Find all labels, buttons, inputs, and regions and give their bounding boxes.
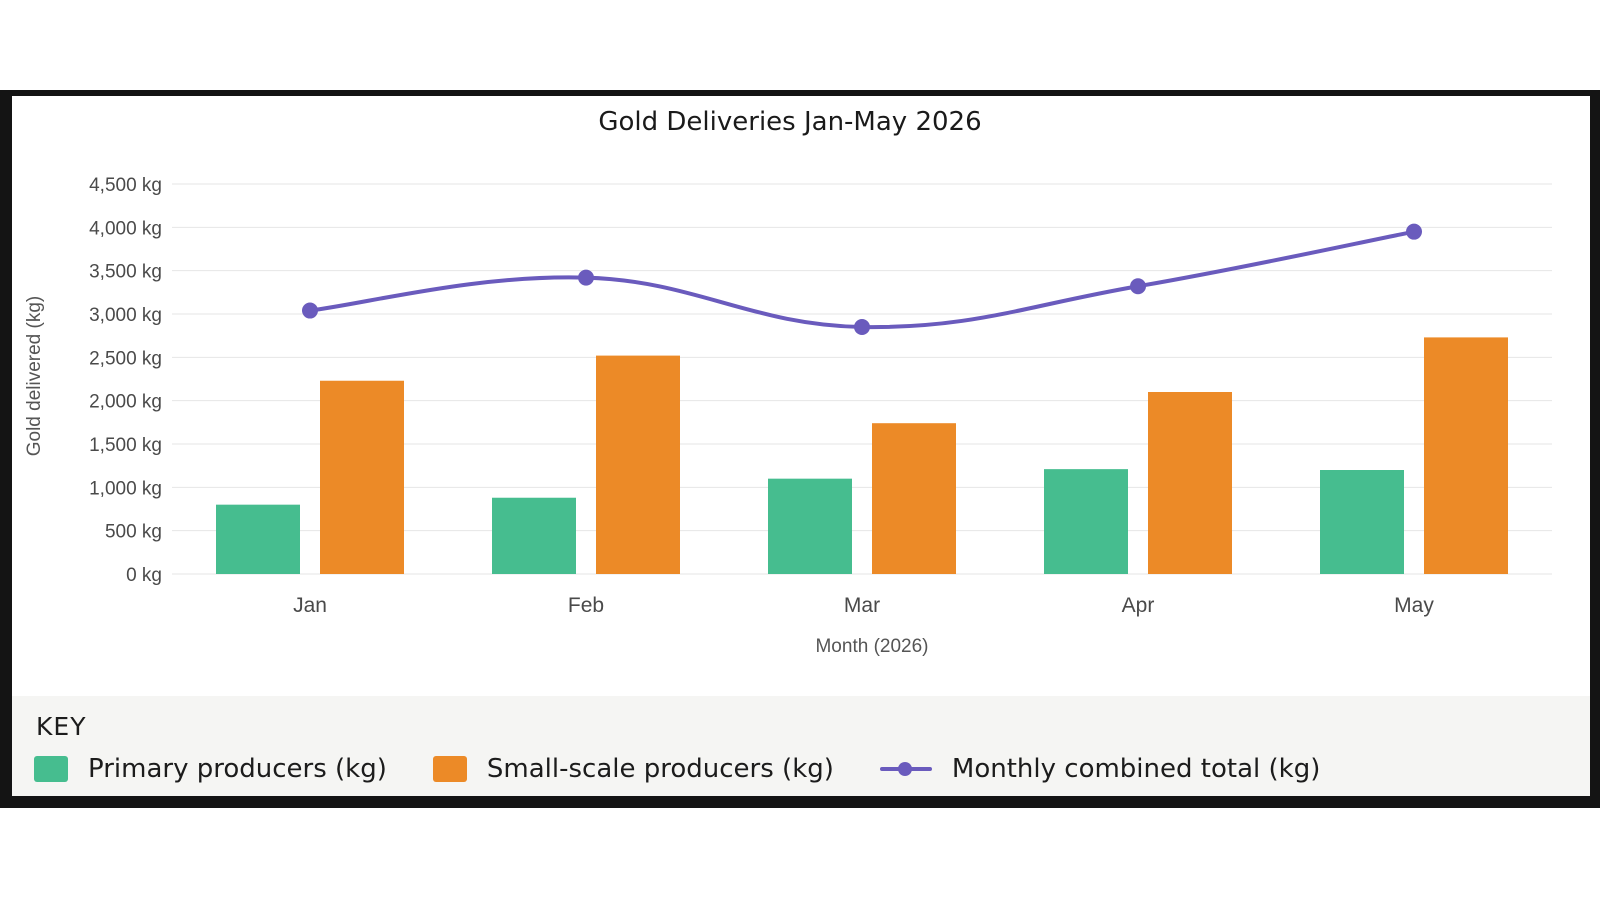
y-tick-label: 0 kg <box>126 565 162 586</box>
legend-label-small-scale: Small-scale producers (kg) <box>486 754 834 784</box>
chart-title: Gold Deliveries Jan-May 2026 <box>598 107 981 137</box>
legend-swatch-primary <box>34 756 68 782</box>
total-point-mar <box>854 319 870 335</box>
legend-label-primary: Primary producers (kg) <box>88 754 387 784</box>
y-tick-label: 1,000 kg <box>89 478 162 499</box>
legend-label-total: Monthly combined total (kg) <box>951 754 1321 784</box>
legend-title: KEY <box>36 712 87 741</box>
total-line-path <box>308 229 1416 330</box>
total-line <box>302 223 1422 335</box>
y-tick-label: 4,000 kg <box>89 218 162 239</box>
y-tick-label: 500 kg <box>105 522 162 543</box>
bar-primary-mar <box>768 478 852 574</box>
y-tick-label: 2,000 kg <box>89 392 162 413</box>
legend-swatch-total <box>879 756 932 782</box>
bar-small-scale-apr <box>1148 392 1232 574</box>
bar-primary-jan <box>216 504 300 574</box>
total-point-jan <box>302 302 318 319</box>
chart-panel: 0 kg 500 kg 1,000 kg 1,500 kg 2,000 kg 2,500 … <box>12 96 1590 796</box>
bar-small-scale-mar <box>872 423 956 574</box>
y-tick-label: 4,500 kg <box>89 175 162 196</box>
legend-swatch-small-scale <box>432 756 467 782</box>
bar-primary-apr <box>1044 469 1128 574</box>
total-point-apr <box>1130 278 1146 295</box>
bars <box>216 337 1508 574</box>
y-tick-label: 2,500 kg <box>89 348 162 369</box>
bar-small-scale-jan <box>320 380 404 574</box>
x-tick-label: May <box>1394 594 1434 617</box>
chart-frame: 0 kg 500 kg 1,000 kg 1,500 kg 2,000 kg 2,500 … <box>0 90 1600 808</box>
bar-primary-feb <box>492 497 576 574</box>
legend: KEY Primary producers (kg) Small-scale p… <box>12 696 1590 796</box>
y-axis-label: Gold delivered (kg) <box>24 296 45 457</box>
x-tick-label: Jan <box>293 594 327 617</box>
x-tick-labels: Jan Feb Mar Apr May <box>293 594 1434 617</box>
bar-small-scale-may <box>1424 337 1508 574</box>
total-point-feb <box>578 269 594 286</box>
x-axis-label: Month (2026) <box>815 636 928 657</box>
y-tick-label: 1,500 kg <box>89 435 162 456</box>
y-tick-label: 3,500 kg <box>89 262 162 283</box>
total-point-may <box>1406 223 1422 240</box>
legend-item-total: Monthly combined total (kg) <box>879 754 1321 784</box>
bar-small-scale-feb <box>596 355 680 574</box>
chart: 0 kg 500 kg 1,000 kg 1,500 kg 2,000 kg 2,500 … <box>24 107 1552 657</box>
legend-item-small-scale: Small-scale producers (kg) <box>432 754 834 784</box>
bar-primary-may <box>1320 470 1404 574</box>
y-tick-labels: 0 kg 500 kg 1,000 kg 1,500 kg 2,000 kg 2,500 … <box>89 175 162 586</box>
x-tick-label: Apr <box>1122 594 1155 617</box>
y-tick-label: 3,000 kg <box>89 305 162 326</box>
x-tick-label: Feb <box>568 594 604 617</box>
x-tick-label: Mar <box>844 594 880 617</box>
legend-item-primary: Primary producers (kg) <box>34 754 387 784</box>
legend-items: Primary producers (kg) Small-scale produ… <box>34 754 1320 784</box>
